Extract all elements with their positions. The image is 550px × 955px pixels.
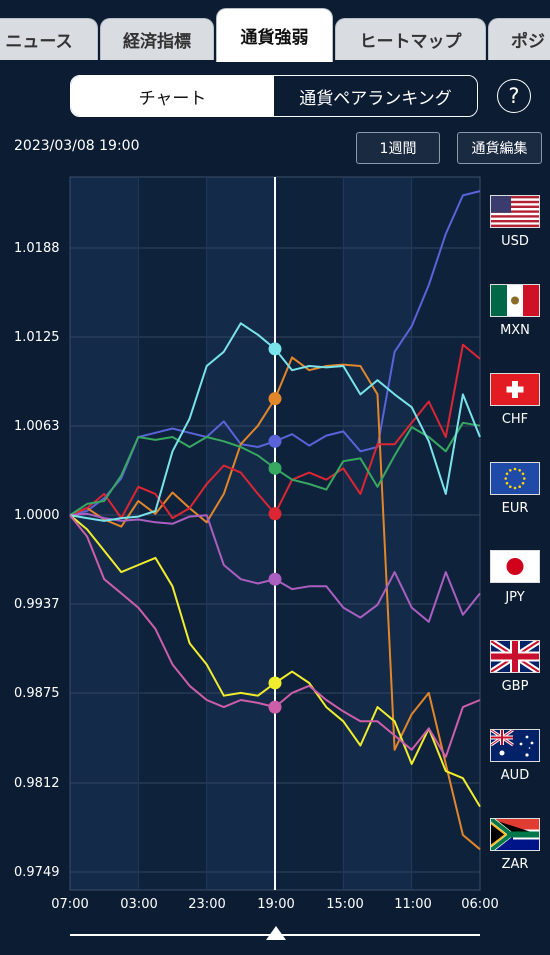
chart-band: [275, 177, 344, 890]
cursor-dot-gbp: [268, 676, 282, 690]
x-tick-label: 06:00: [461, 897, 499, 912]
chart-band: [343, 177, 412, 890]
series-line-gbp: [69, 514, 481, 808]
chart-band: [70, 177, 139, 890]
tab-bar: ニュース 経済指標 通貨強弱 ヒートマップ ポジ: [0, 0, 550, 62]
series-line-jpy: [69, 512, 481, 623]
y-tick-label: 0.9749: [14, 865, 60, 880]
australia-flag-icon: [490, 729, 540, 762]
cursor-dot-usd: [268, 434, 282, 448]
eu-flag-icon: [490, 462, 540, 495]
chart-band: [138, 177, 207, 890]
series-line-chf: [69, 343, 481, 520]
x-tick-label: 15:00: [326, 897, 364, 912]
currency-label: MXN: [500, 323, 530, 338]
mexico-flag-icon: [490, 284, 540, 317]
tab-news[interactable]: ニュース: [0, 18, 98, 60]
x-tick-label: 07:00: [51, 897, 89, 912]
y-tick-label: 1.0188: [14, 241, 60, 256]
us-flag-icon: [490, 195, 540, 228]
series-line-mxn: [69, 356, 481, 851]
y-tick-label: 1.0063: [14, 419, 60, 434]
chart-frame: [69, 176, 481, 891]
x-tick-label: 19:00: [257, 897, 295, 912]
cursor-dot-aud: [268, 342, 282, 356]
currency-label: ZAR: [501, 857, 529, 872]
period-button[interactable]: 1週間: [356, 132, 440, 164]
y-tick-label: 1.0000: [14, 508, 60, 523]
currency-label: JPY: [505, 590, 525, 605]
view-segment-control: チャート 通貨ペアランキング: [70, 75, 478, 117]
south-africa-flag-icon: [490, 818, 540, 851]
japan-flag-icon: [490, 550, 540, 583]
edit-currencies-button[interactable]: 通貨編集: [457, 132, 542, 164]
cursor-dot-jpy: [268, 572, 282, 586]
segment-chart[interactable]: チャート: [71, 76, 274, 116]
tab-heatmap[interactable]: ヒートマップ: [335, 18, 486, 60]
y-tick-label: 0.9875: [14, 686, 60, 701]
segment-pair-ranking[interactable]: 通貨ペアランキング: [274, 76, 477, 116]
x-tick-label: 23:00: [188, 897, 226, 912]
tab-economic-indicators[interactable]: 経済指標: [100, 18, 214, 60]
currency-label: EUR: [501, 501, 529, 516]
currency-label: CHF: [501, 412, 529, 427]
x-tick-label: 11:00: [394, 897, 432, 912]
time-slider-handle[interactable]: [266, 926, 286, 940]
cursor-dot-zar: [268, 700, 282, 714]
currency-label: GBP: [501, 679, 529, 694]
chart-band: [411, 177, 480, 890]
y-tick-label: 1.0125: [14, 330, 60, 345]
currency-label: AUD: [500, 768, 530, 783]
cursor-dot-chf: [268, 507, 282, 521]
chart-band: [206, 177, 275, 890]
help-icon[interactable]: ?: [497, 79, 531, 113]
series-line-zar: [69, 514, 481, 758]
swiss-flag-icon: [490, 373, 540, 406]
series-line-aud: [69, 322, 481, 522]
cursor-dot-eur: [268, 461, 282, 475]
series-line-usd: [69, 190, 481, 517]
y-tick-label: 0.9937: [14, 597, 60, 612]
uk-flag-icon: [490, 640, 540, 673]
tab-currency-strength[interactable]: 通貨強弱: [216, 8, 333, 62]
chart-timestamp: 2023/03/08 19:00: [14, 138, 140, 154]
series-line-eur: [69, 421, 481, 517]
y-tick-label: 0.9812: [14, 776, 60, 791]
cursor-dot-mxn: [268, 392, 282, 406]
currency-label: USD: [501, 234, 529, 249]
tab-position[interactable]: ポジ: [488, 18, 550, 60]
x-tick-label: 03:00: [120, 897, 158, 912]
